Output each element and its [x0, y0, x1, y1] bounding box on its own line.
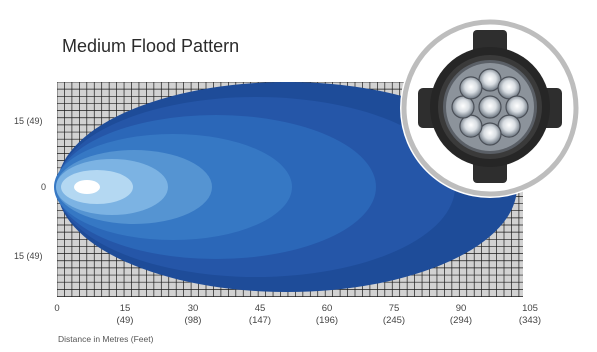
- beam-hotspot: [74, 180, 100, 194]
- chart-title: Medium Flood Pattern: [62, 36, 240, 56]
- x-label-75-metres: 75: [388, 303, 400, 314]
- x-label-30-feet: (98): [184, 315, 202, 326]
- x-label-60: 60 (196): [302, 303, 352, 327]
- x-label-60-metres: 60: [321, 303, 333, 314]
- x-label-75-feet: (245): [382, 315, 406, 326]
- x-label-45-feet: (147): [248, 315, 272, 326]
- axis-caption: Distance in Metres (Feet): [58, 334, 154, 344]
- y-label-upper: 15 (49): [14, 116, 43, 126]
- light-beam: [54, 82, 517, 292]
- led-work-light-icon: [418, 30, 562, 183]
- x-label-45: 45 (147): [235, 303, 285, 327]
- led-lens: [478, 95, 502, 119]
- x-label-75: 75 (245): [369, 303, 419, 327]
- x-label-15-metres: 15: [119, 303, 131, 314]
- x-label-105-metres: 105: [522, 303, 538, 314]
- y-label-center: 0: [41, 182, 47, 192]
- x-label-30: 30 (98): [168, 303, 218, 327]
- x-label-90-feet: (294): [449, 315, 473, 326]
- x-label-0-metres: 0: [54, 303, 60, 314]
- x-label-30-metres: 30: [187, 303, 199, 314]
- x-label-45-metres: 45: [254, 303, 266, 314]
- x-label-0: 0: [32, 303, 82, 315]
- x-label-15: 15 (49): [100, 303, 150, 327]
- x-label-90-metres: 90: [455, 303, 467, 314]
- x-label-60-feet: (196): [315, 315, 339, 326]
- x-label-105: 105 (343): [505, 303, 555, 327]
- led-lens: [459, 76, 483, 100]
- x-label-15-feet: (49): [116, 315, 134, 326]
- product-badge: [400, 18, 580, 198]
- x-label-105-feet: (343): [518, 315, 542, 326]
- x-label-90: 90 (294): [436, 303, 486, 327]
- y-label-lower: 15 (49): [14, 251, 43, 261]
